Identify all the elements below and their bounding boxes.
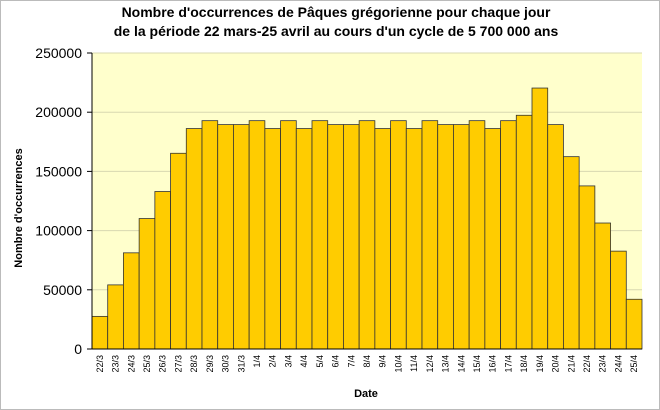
x-tick-label: 7/4 xyxy=(346,355,356,368)
bar xyxy=(625,298,643,350)
bar xyxy=(374,128,391,350)
x-tick-label: 3/4 xyxy=(283,355,293,368)
bar xyxy=(437,124,454,350)
bar xyxy=(453,124,470,350)
y-axis-label: Nombre d'occurrences xyxy=(13,148,25,267)
x-tick-label: 29/3 xyxy=(205,355,215,373)
x-tick-label: 10/4 xyxy=(393,355,403,373)
bar xyxy=(358,120,376,350)
x-tick-label: 12/4 xyxy=(425,355,435,373)
x-tick-label: 24/3 xyxy=(126,355,136,373)
bar xyxy=(217,124,234,350)
x-tick-label: 5/4 xyxy=(315,355,325,368)
y-tick-label: 250000 xyxy=(35,45,82,61)
x-tick-label: 4/4 xyxy=(299,355,309,368)
y-tick-label: 150000 xyxy=(35,163,82,179)
x-tick-label: 8/4 xyxy=(362,355,372,368)
bar xyxy=(390,120,407,350)
bar xyxy=(138,218,156,350)
chart-title: Nombre d'occurrences de Pâques grégorien… xyxy=(122,4,551,20)
x-tick-label: 16/4 xyxy=(488,355,498,373)
x-tick-label: 22/4 xyxy=(582,355,592,373)
x-tick-label: 28/3 xyxy=(189,355,199,373)
y-tick-label: 50000 xyxy=(43,282,82,298)
x-tick-label: 19/4 xyxy=(535,355,545,373)
bar xyxy=(123,252,140,350)
x-tick-label: 2/4 xyxy=(268,355,278,368)
x-tick-label: 20/4 xyxy=(551,355,561,373)
bar xyxy=(280,120,297,350)
x-tick-label: 30/3 xyxy=(221,355,231,373)
x-tick-label: 23/3 xyxy=(111,355,121,373)
bar xyxy=(185,128,203,350)
x-tick-label: 17/4 xyxy=(503,355,513,373)
x-tick-label: 18/4 xyxy=(519,355,529,373)
x-axis-label: Date xyxy=(354,388,378,400)
x-tick-label: 24/4 xyxy=(613,355,623,373)
bar xyxy=(343,124,360,350)
x-tick-label: 31/3 xyxy=(236,355,246,373)
bar xyxy=(170,152,187,350)
bar xyxy=(201,120,219,350)
y-tick-label: 0 xyxy=(74,341,82,357)
bar xyxy=(405,128,423,350)
bar xyxy=(311,120,329,350)
x-tick-label: 21/4 xyxy=(566,355,576,373)
bar xyxy=(264,128,281,350)
x-tick-label: 14/4 xyxy=(456,355,466,373)
bar xyxy=(594,222,611,350)
bar xyxy=(233,124,250,350)
x-tick-label: 25/4 xyxy=(629,355,639,373)
bar xyxy=(563,156,580,350)
bar xyxy=(327,124,344,350)
bar xyxy=(295,128,313,350)
bar xyxy=(578,185,596,350)
bar xyxy=(515,114,533,350)
bar xyxy=(107,284,124,350)
y-tick-label: 100000 xyxy=(35,223,82,239)
bar xyxy=(500,120,517,350)
bar xyxy=(91,315,109,350)
bar xyxy=(484,128,501,350)
x-tick-label: 6/4 xyxy=(331,355,341,368)
y-tick-label: 200000 xyxy=(35,104,82,120)
x-tick-label: 1/4 xyxy=(252,355,262,368)
bar xyxy=(154,191,171,350)
x-tick-label: 22/3 xyxy=(95,355,105,373)
x-tick-label: 27/3 xyxy=(173,355,183,373)
chart-title: de la période 22 mars-25 avril au cours … xyxy=(114,23,559,39)
x-tick-label: 9/4 xyxy=(378,355,388,368)
bar xyxy=(547,124,564,350)
bar xyxy=(610,250,627,350)
bar xyxy=(531,87,549,350)
x-tick-label: 25/3 xyxy=(142,355,152,373)
x-tick-label: 15/4 xyxy=(472,355,482,373)
bar xyxy=(468,120,486,350)
x-tick-label: 11/4 xyxy=(409,355,419,372)
bar xyxy=(421,120,439,350)
x-tick-label: 26/3 xyxy=(158,355,168,373)
bar xyxy=(248,120,266,350)
x-tick-label: 23/4 xyxy=(598,355,608,373)
x-tick-label: 13/4 xyxy=(441,355,451,373)
